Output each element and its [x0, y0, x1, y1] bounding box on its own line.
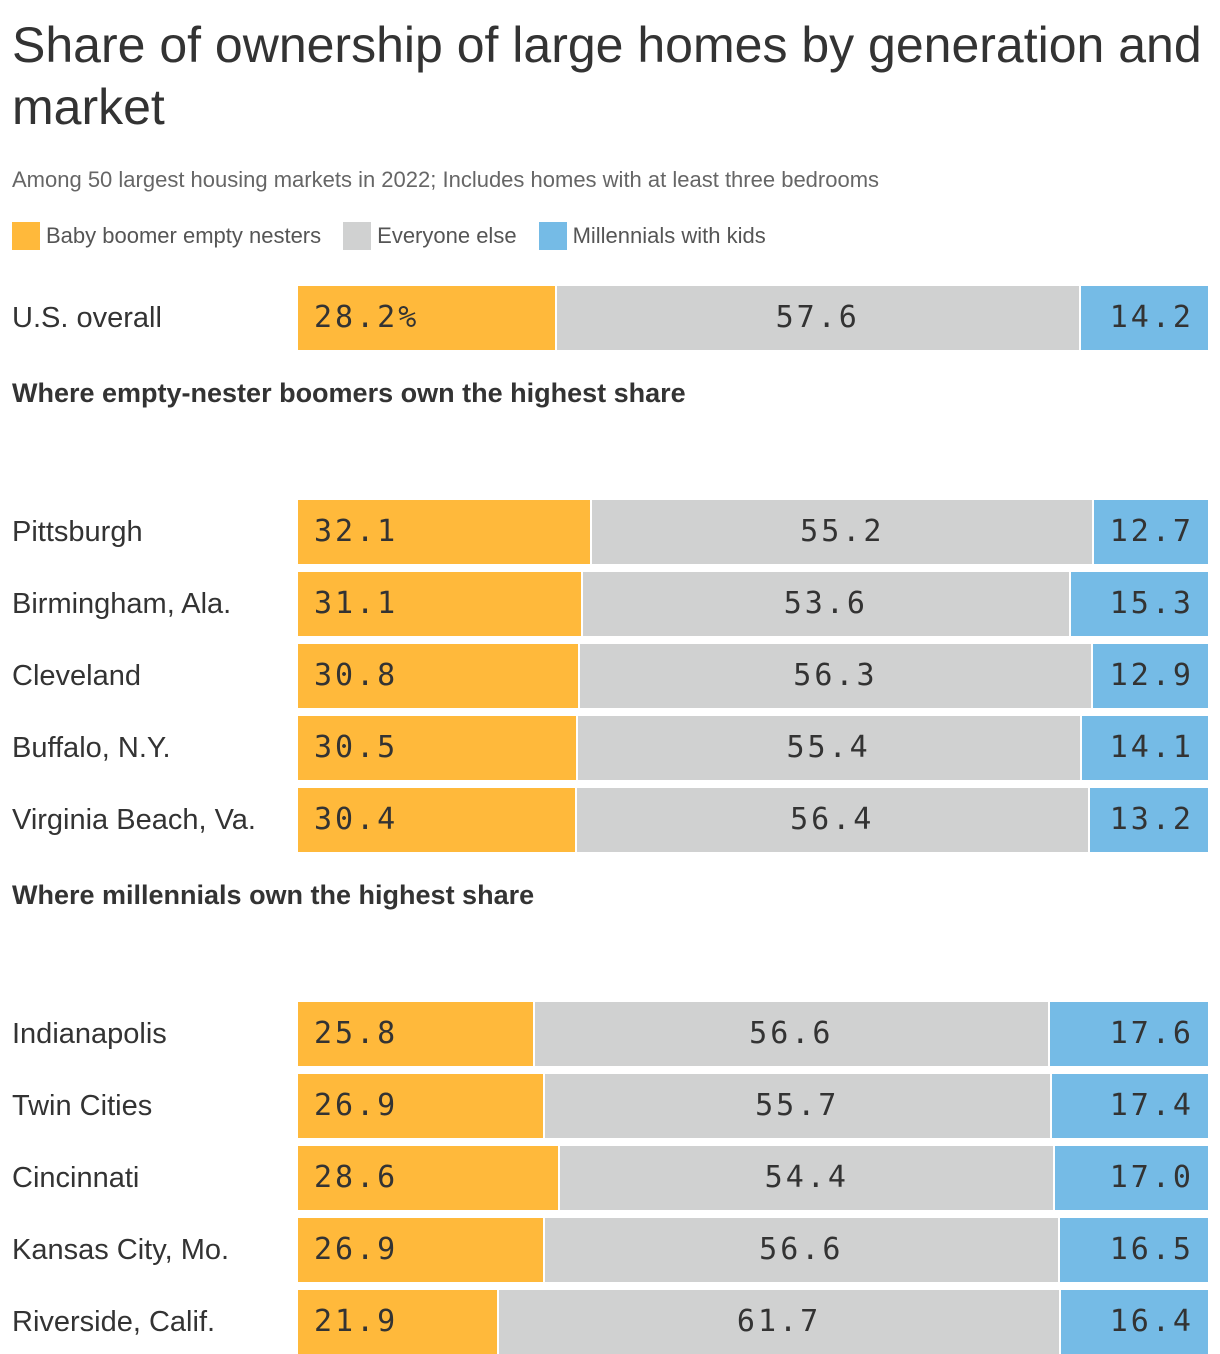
stacked-bar: 28.2% 57.6 14.2 — [298, 286, 1208, 350]
legend-label-millennials: Millennials with kids — [572, 223, 766, 248]
row-label: Virginia Beach, Va. — [12, 804, 256, 836]
segment-boomers: 32.1 — [298, 500, 591, 564]
segment-millennials: 16.5 — [1057, 1218, 1208, 1282]
section-heading: Where millennials own the highest share — [12, 880, 535, 910]
legend: Baby boomer empty nesters Everyone else … — [12, 221, 788, 251]
segment-boomers: 30.4 — [298, 788, 575, 852]
stacked-bar: 30.5 55.4 14.1 — [298, 716, 1208, 780]
segment-boomers: 26.9 — [298, 1074, 543, 1138]
legend-label-everyone-else: Everyone else — [377, 223, 517, 248]
legend-item-millennials: Millennials with kids — [538, 222, 766, 250]
segment-millennials: 17.4 — [1049, 1074, 1208, 1138]
chart-subtitle: Among 50 largest housing markets in 2022… — [12, 167, 880, 192]
stacked-bar: 21.9 61.7 16.4 — [298, 1290, 1208, 1354]
legend-swatch-boomers — [12, 222, 40, 250]
stacked-bar: 30.8 56.3 12.9 — [298, 644, 1208, 708]
row-label: U.S. overall — [12, 302, 162, 334]
segment-millennials: 13.2 — [1087, 788, 1208, 852]
segment-millennials: 17.0 — [1053, 1146, 1208, 1210]
segment-millennials: 14.2 — [1078, 286, 1208, 350]
segment-boomers: 28.6 — [298, 1146, 559, 1210]
segment-everyone-else: 56.6 — [542, 1218, 1058, 1282]
segment-boomers: 25.8 — [298, 1002, 533, 1066]
chart-title: Share of ownership of large homes by gen… — [12, 17, 1202, 135]
segment-boomers: 28.2% — [298, 286, 555, 350]
segment-boomers: 31.1 — [298, 572, 581, 636]
legend-item-everyone-else: Everyone else — [343, 222, 517, 250]
segment-millennials: 12.7 — [1092, 500, 1208, 564]
legend-swatch-millennials — [538, 222, 567, 250]
segment-everyone-else: 55.7 — [542, 1074, 1050, 1138]
row-label: Pittsburgh — [12, 516, 143, 548]
segment-millennials: 14.1 — [1079, 716, 1208, 780]
row-label: Buffalo, N.Y. — [12, 732, 171, 764]
segment-everyone-else: 61.7 — [497, 1290, 1059, 1354]
row-label: Kansas City, Mo. — [12, 1234, 230, 1266]
stacked-bar: 26.9 56.6 16.5 — [298, 1218, 1208, 1282]
segment-everyone-else: 56.3 — [578, 644, 1091, 708]
segment-everyone-else: 55.4 — [575, 716, 1080, 780]
segment-everyone-else: 53.6 — [581, 572, 1069, 636]
row-label: Birmingham, Ala. — [12, 588, 232, 620]
legend-label-boomers: Baby boomer empty nesters — [46, 223, 322, 248]
stacked-bar: 28.6 54.4 17.0 — [298, 1146, 1208, 1210]
segment-everyone-else: 54.4 — [558, 1146, 1054, 1210]
segment-boomers: 21.9 — [298, 1290, 498, 1354]
segment-millennials: 15.3 — [1068, 572, 1208, 636]
stacked-bar: 32.1 55.2 12.7 — [298, 500, 1208, 564]
segment-everyone-else: 55.2 — [590, 500, 1093, 564]
row-label: Cleveland — [12, 660, 141, 692]
row-label: Cincinnati — [12, 1162, 140, 1194]
segment-boomers: 30.8 — [298, 644, 579, 708]
row-label: Riverside, Calif. — [12, 1306, 216, 1338]
segment-boomers: 26.9 — [298, 1218, 543, 1282]
stacked-bar: 26.9 55.7 17.4 — [298, 1074, 1208, 1138]
stacked-bar: 30.4 56.4 13.2 — [298, 788, 1208, 852]
segment-everyone-else: 56.4 — [574, 788, 1088, 852]
segment-everyone-else: 56.6 — [532, 1002, 1048, 1066]
row-label: Indianapolis — [12, 1018, 167, 1050]
stacked-bar: 31.1 53.6 15.3 — [298, 572, 1208, 636]
segment-millennials: 17.6 — [1047, 1002, 1208, 1066]
row-label: Twin Cities — [12, 1090, 153, 1122]
segment-millennials: 16.4 — [1058, 1290, 1208, 1354]
segment-boomers: 30.5 — [298, 716, 576, 780]
legend-item-boomers: Baby boomer empty nesters — [12, 222, 321, 250]
segment-millennials: 12.9 — [1090, 644, 1208, 708]
segment-everyone-else: 57.6 — [554, 286, 1079, 350]
section-heading: Where empty-nester boomers own the highe… — [12, 378, 686, 408]
stacked-bar: 25.8 56.6 17.6 — [298, 1002, 1208, 1066]
legend-swatch-everyone-else — [343, 222, 372, 250]
